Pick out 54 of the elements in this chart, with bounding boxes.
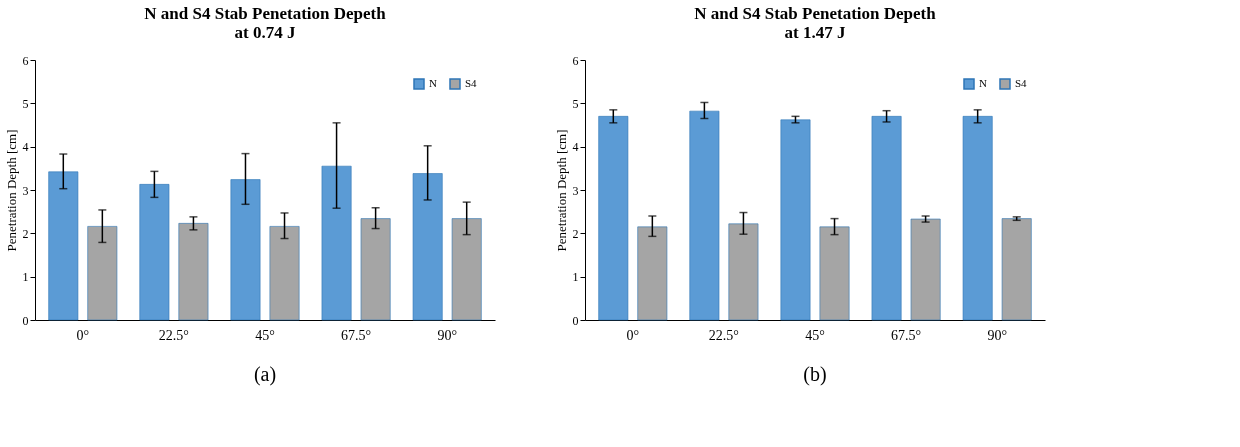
y-tick-label: 2: [22, 226, 29, 241]
bar: [598, 116, 629, 321]
y-tick-label: 4: [572, 140, 579, 155]
x-tick-label: 67.5°: [891, 327, 922, 343]
bar: [637, 226, 668, 321]
bar: [819, 226, 850, 321]
y-tick-label: 6: [22, 53, 29, 68]
bar: [412, 173, 443, 321]
bar: [269, 226, 300, 321]
x-tick-label: 90°: [987, 327, 1007, 343]
y-tick-label: 0: [22, 313, 29, 328]
bar: [780, 119, 811, 321]
y-tick-label: 3: [572, 183, 579, 198]
chart-title: N and S4 Stab Penetation Depeth at 1.47 J: [694, 4, 937, 42]
chart-title: N and S4 Stab Penetation Depeth at 0.74 J: [144, 4, 387, 42]
y-tick-label: 1: [572, 270, 579, 285]
y-tick-label: 6: [572, 53, 579, 68]
bar: [178, 223, 209, 321]
legend-label: N: [979, 77, 987, 89]
bar: [728, 223, 759, 321]
legend-label: S4: [465, 77, 478, 89]
x-tick-label: 0°: [626, 327, 640, 343]
bar: [230, 179, 261, 321]
y-tick-label: 5: [572, 96, 579, 111]
x-tick-label: 22.5°: [158, 327, 189, 343]
x-tick-label: 0°: [76, 327, 90, 343]
y-tick-label: 1: [22, 270, 29, 285]
bar: [360, 218, 391, 321]
text: (a): [253, 363, 277, 386]
x-tick-label: 90°: [437, 327, 457, 343]
x-tick-label: 45°: [255, 327, 275, 343]
bar: [689, 110, 720, 321]
bar: [87, 226, 118, 321]
y-tick-label: 4: [22, 140, 29, 155]
y-tick-label: 2: [572, 226, 579, 241]
bar: [451, 218, 482, 321]
bar: [48, 171, 79, 321]
legend-label: S4: [1015, 77, 1028, 89]
bar: [871, 116, 902, 321]
x-tick-label: 67.5°: [341, 327, 372, 343]
bar: [1001, 218, 1032, 321]
x-tick-label: 45°: [805, 327, 825, 343]
y-tick-label: 0: [572, 313, 579, 328]
bar: [139, 184, 170, 321]
y-tick-label: 5: [22, 96, 29, 111]
x-tick-label: 22.5°: [708, 327, 739, 343]
legend-label: N: [429, 77, 437, 89]
bar: [962, 116, 993, 321]
text: (b): [803, 363, 827, 386]
y-tick-label: 3: [22, 183, 29, 198]
y-axis-title: Penetration Depth [cm]: [553, 129, 569, 252]
y-axis-title: Penetration Depth [cm]: [3, 129, 19, 252]
bar: [910, 218, 941, 321]
bar: [321, 165, 352, 321]
